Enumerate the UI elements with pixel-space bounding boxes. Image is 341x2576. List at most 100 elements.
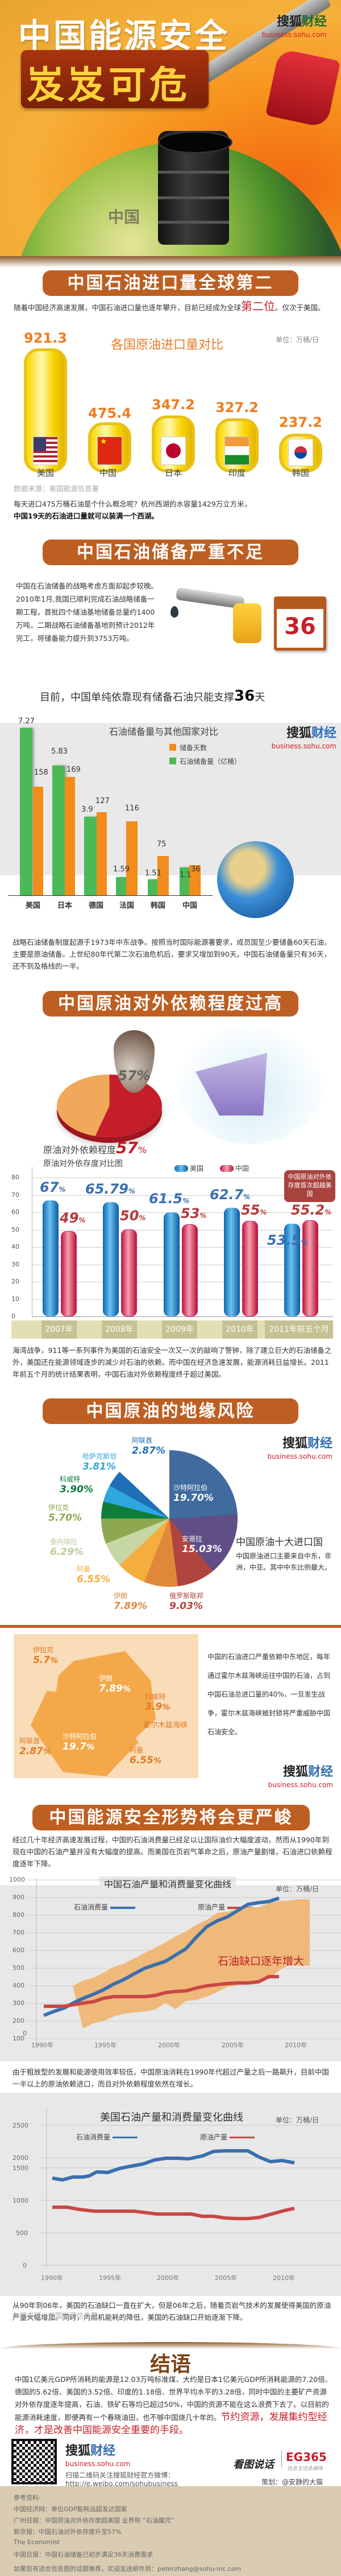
china-flag-icon: ★ [97, 437, 122, 465]
hero-subtitle: 岌岌可危 [27, 63, 190, 107]
year-label: 2010年 [222, 1320, 257, 1339]
conclusion-body: 中国1亿美元GDP所消耗的能源是12.03万吨标准煤，大约是日本1亿美元GDP所… [15, 2375, 332, 2436]
sohu-business-logo[interactable]: 搜狐财经 business.sohu.com [253, 11, 327, 39]
section-header-reserve: 中国石油储备严重不足 [43, 540, 298, 565]
bar-label: 日本 [164, 468, 182, 478]
importers-desc: 中国原油进口主要来自中东，非洲，中亚。其中中东比例最大。 [236, 1552, 332, 1571]
eg365-tagline: 信息互动多媒体 [287, 2466, 323, 2472]
china-line-chart [28, 1878, 341, 2049]
import-chart-unit: 单位：万桶/日 [276, 336, 319, 344]
fuel-handle-icon [265, 48, 341, 129]
year-label: 2011年前五个月 [265, 1320, 333, 1339]
legend-volume: 石油储备量（亿桶） [180, 758, 242, 766]
pie-label-saudi: 沙特阿拉伯 19.70% [173, 1484, 214, 1504]
reserve-history-text: 战略石油储备制度起源于1973年中东战争。按照当时国际能源署要求，成员国至少要储… [13, 938, 331, 970]
gap-annotation: 石油缺口逐年增大 [218, 1955, 305, 1968]
bar-label: 中国 [99, 468, 117, 478]
import-intro: 随着中国经济高速发展，中国石油进口量也逐年攀升，目前已经成为全球第二位。仅次于美… [14, 299, 325, 313]
bar-us [24, 348, 67, 472]
map-label-saudi: 沙特阿拉伯 19.7% [63, 1733, 97, 1752]
sohu-business-logo[interactable]: 搜狐财经 business.sohu.com [268, 1765, 333, 1789]
importers-title: 中国原油十大进口国 [236, 1537, 323, 1548]
logo-text: 搜狐 [276, 15, 302, 29]
weibo-link[interactable]: http://e.weibo.com/sohubusiness [65, 2480, 178, 2488]
us-line-chart [39, 2109, 341, 2266]
refs-title: 参考资料: [14, 2494, 41, 2501]
legend-consumption: 石油消费量 [76, 2132, 138, 2142]
reserve-days-statement: 目前，中国单纯依靠现有储备石油只能支撑36天 [40, 688, 265, 705]
map-label-uae: 阿联酋 2.87% [19, 1737, 52, 1757]
legend-swatch-cn [220, 1165, 234, 1172]
logo-accent: 财经 [301, 15, 327, 29]
west-lake-note: 每天进口475万桶石油是个什么概念呢？杭州西湖的水容量1429万立方米， 中国1… [14, 500, 252, 520]
intro-highlight: 第二位 [241, 299, 276, 313]
dependency-history-text: 海湾战争，911等一系列事件为美国的石油安全一次又一次的敲响了警钟，除了建立巨大… [13, 1346, 332, 1378]
hero-title: 中国能源安全 [18, 17, 230, 55]
bar-label: 韩国 [292, 468, 309, 478]
calendar-icon: 36 [274, 596, 326, 651]
pie-label-uae: 阿联酋 2.87% [132, 1437, 165, 1456]
logo-url: business.sohu.com [261, 31, 327, 39]
year-label: 2008年 [102, 1320, 137, 1339]
year-label: 2007年 [41, 1320, 77, 1339]
legend-consumption: 石油消费量 [74, 1902, 135, 1912]
qr-caption: 扫描二维码关注搜狐财经官方微博： [65, 2471, 175, 2479]
us-flag-icon [33, 437, 58, 465]
bar-value: 237.2 [279, 414, 322, 430]
ref-item: 广州日报：中国原油对外依存度超美国 业界称 “石油魔咒” [14, 2517, 174, 2524]
section-header-dependency: 中国原油对外依赖程度过高 [43, 991, 298, 1017]
us-chart-title: 美国石油产量和消费量变化曲线 [100, 2112, 243, 2124]
pie-label-venezuela: 委内瑞拉 6.29% [50, 1538, 84, 1558]
pie-label-kazakhstan: 哈萨克斯坦 3.81% [82, 1452, 117, 1472]
bar-cn: ★ [88, 422, 131, 472]
planner-credit: 策划：@安静的大猫 [261, 2478, 323, 2486]
section-header-import-rank: 中国石油进口量全球第二 [43, 270, 298, 296]
references-panel [0, 2486, 341, 2576]
sohu-business-logo[interactable]: 搜狐财经 business.sohu.com [65, 2444, 131, 2468]
bar-value: 475.4 [88, 405, 131, 421]
sohu-business-logo[interactable]: 搜狐财经 business.sohu.com [267, 1437, 332, 1460]
ship-illustration [176, 1024, 324, 1144]
map-label-hormuz: 霍尔木兹海峡 [143, 1721, 188, 1730]
hero-subtitle-badge: 岌岌可危 [21, 50, 209, 108]
ref-item: 中国日报：中国石油储备已初步满足36天消费需求 [14, 2551, 153, 2558]
pie-label-kuwait: 科威特 3.90% [60, 1475, 93, 1495]
legend-swatch-days [169, 744, 176, 751]
china-consumption-text: 由于粗放型的发展和能源使用效率较低，中国原油消耗在1990年代超过产量之后一路飙… [13, 2068, 329, 2088]
globe-icon [217, 841, 294, 918]
korea-flag-icon [288, 439, 313, 466]
japan-flag-icon [161, 437, 186, 465]
qr-code[interactable] [11, 2439, 57, 2484]
hero-divider [0, 256, 341, 268]
dependency-statement: 原油对外依赖程度57% [43, 1138, 147, 1157]
outlook-intro: 经过几十年经济高速发展过程，中国的石油消费量已经足以让国际油价大幅度波动，然而从… [13, 1836, 332, 1868]
legend-swatch-volume [169, 758, 176, 764]
eg365-logo: EG365 [286, 2450, 327, 2464]
legend-us: 美国 [190, 1164, 204, 1172]
map-label-kuwait: 科威特 3.9% [145, 1693, 170, 1713]
legend-cn: 中国 [235, 1164, 249, 1172]
pie-label-angola: 安哥拉 15.03% [182, 1535, 222, 1555]
contact-email[interactable]: 如果您有适合信息图的话题推荐，欢迎发送邮件到：peterzhang@sohu-i… [14, 2565, 242, 2573]
year-label: 2009年 [162, 1320, 197, 1339]
us-chart-unit: 单位：万桶/日 [276, 2116, 319, 2124]
china-chart-unit: 单位：万桶/日 [276, 1885, 319, 1893]
bar-value: 347.2 [152, 397, 195, 413]
oil-barrel-icon [158, 131, 232, 245]
legend-days: 储备天数 [180, 744, 207, 752]
ref-item: The Economist [14, 2538, 60, 2546]
hero-banner: 中国 中国能源安全 岌岌可危 搜狐财经 business.sohu.com [0, 0, 341, 259]
china-chart-title: 中国石油产量和消费量变化曲线 [99, 1877, 236, 1890]
pie-label-iraq: 伊拉克 5.70% [48, 1504, 82, 1524]
bar-label: 印度 [228, 468, 246, 478]
reserve-intro: 中国在石油储备的战略考虑方面却起步较晚。2010年1月,我国已顺利完成石油战略储… [16, 582, 159, 643]
kantu-logo: 看图说话 [233, 2459, 274, 2471]
callout-bubble: 中国原油对外依存度首次超越美国 [284, 1170, 335, 1202]
sohu-business-logo[interactable]: 搜狐财经 business.sohu.com [271, 726, 336, 750]
legend-swatch-us [174, 1165, 188, 1172]
data-source: 数据来源：美国能源信息署 [14, 484, 99, 493]
importers-pie-chart [101, 1450, 238, 1587]
us-data-source: 数据来源：美国能源信息署 [13, 2311, 98, 2320]
conclusion-divider [0, 2342, 341, 2349]
bar-value: 921.3 [24, 330, 67, 346]
